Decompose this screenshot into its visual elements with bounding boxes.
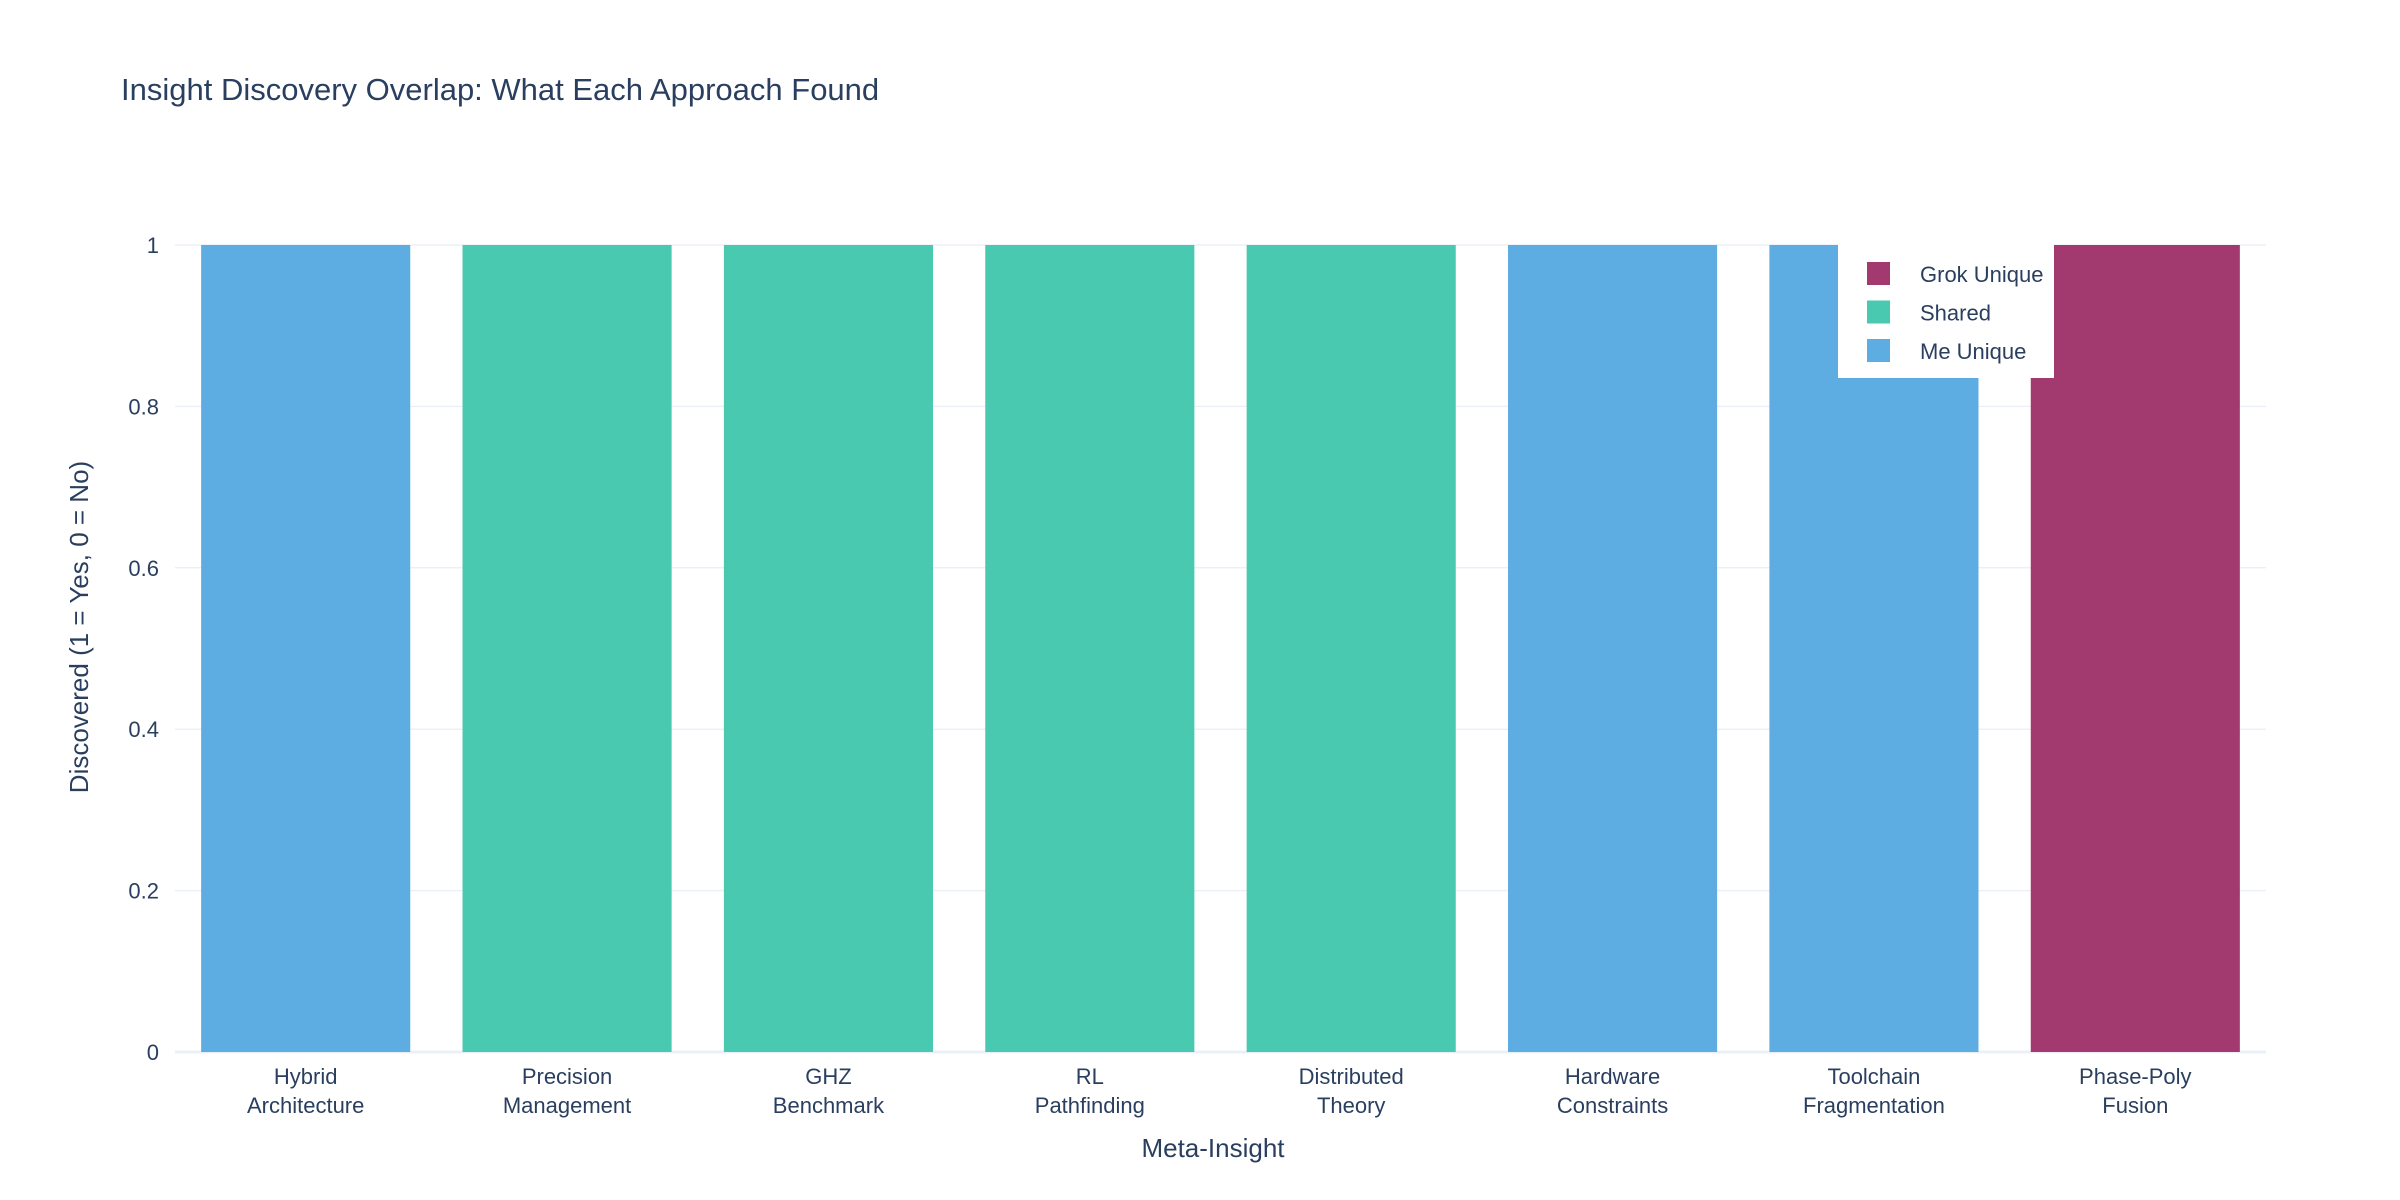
x-tick-label: Toolchain Fragmentation [1803,1064,1945,1118]
legend-swatch [1867,339,1890,362]
legend-label[interactable]: Me Unique [1920,339,2026,364]
bar-shared[interactable] [723,245,933,1052]
legend-swatch [1867,300,1890,324]
x-tick-label: RL Pathfinding [1035,1064,1145,1118]
x-tick-label: Hybrid Architecture [247,1064,364,1118]
bar-shared[interactable] [985,245,1195,1052]
bars [201,245,2240,1052]
bar-me-unique[interactable] [1508,245,1718,1052]
y-tick-label: 0.2 [128,879,159,904]
y-tick-label: 0.4 [128,717,159,742]
bar-shared[interactable] [1246,245,1456,1052]
x-tick-label: Precision Management [503,1064,631,1118]
y-tick-label: 0.8 [128,394,159,419]
bar-grok-unique[interactable] [2030,245,2240,1052]
x-tick-label: Hardware Constraints [1557,1064,1668,1118]
x-tick-label: Phase-Poly Fusion [2079,1064,2192,1118]
x-tick-label: GHZ Benchmark [773,1064,885,1118]
y-tick-label: 0.6 [128,556,159,581]
y-tick-label: 1 [147,233,159,258]
legend-swatch [1867,262,1890,285]
bar-me-unique[interactable] [201,245,411,1052]
y-axis-ticks: 0 0.2 0.4 0.6 0.8 1 [128,233,159,1065]
x-axis-ticks: Hybrid Architecture Precision Management GHZ… [247,1064,2192,1118]
x-tick-label: Distributed Theory [1299,1064,1404,1118]
y-tick-label: 0 [147,1040,159,1065]
x-axis-title: Meta-Insight [1141,1133,1285,1163]
legend-label[interactable]: Grok Unique [1920,262,2044,287]
chart-title: Insight Discovery Overlap: What Each App… [121,72,879,107]
bar-shared[interactable] [462,245,672,1052]
legend-label[interactable]: Shared [1920,301,1991,326]
bar-me-unique[interactable] [1769,245,1979,1052]
legend[interactable]: Grok Unique Shared Me Unique [1838,242,2054,378]
y-axis-title: Discovered (1 = Yes, 0 = No) [64,461,94,793]
